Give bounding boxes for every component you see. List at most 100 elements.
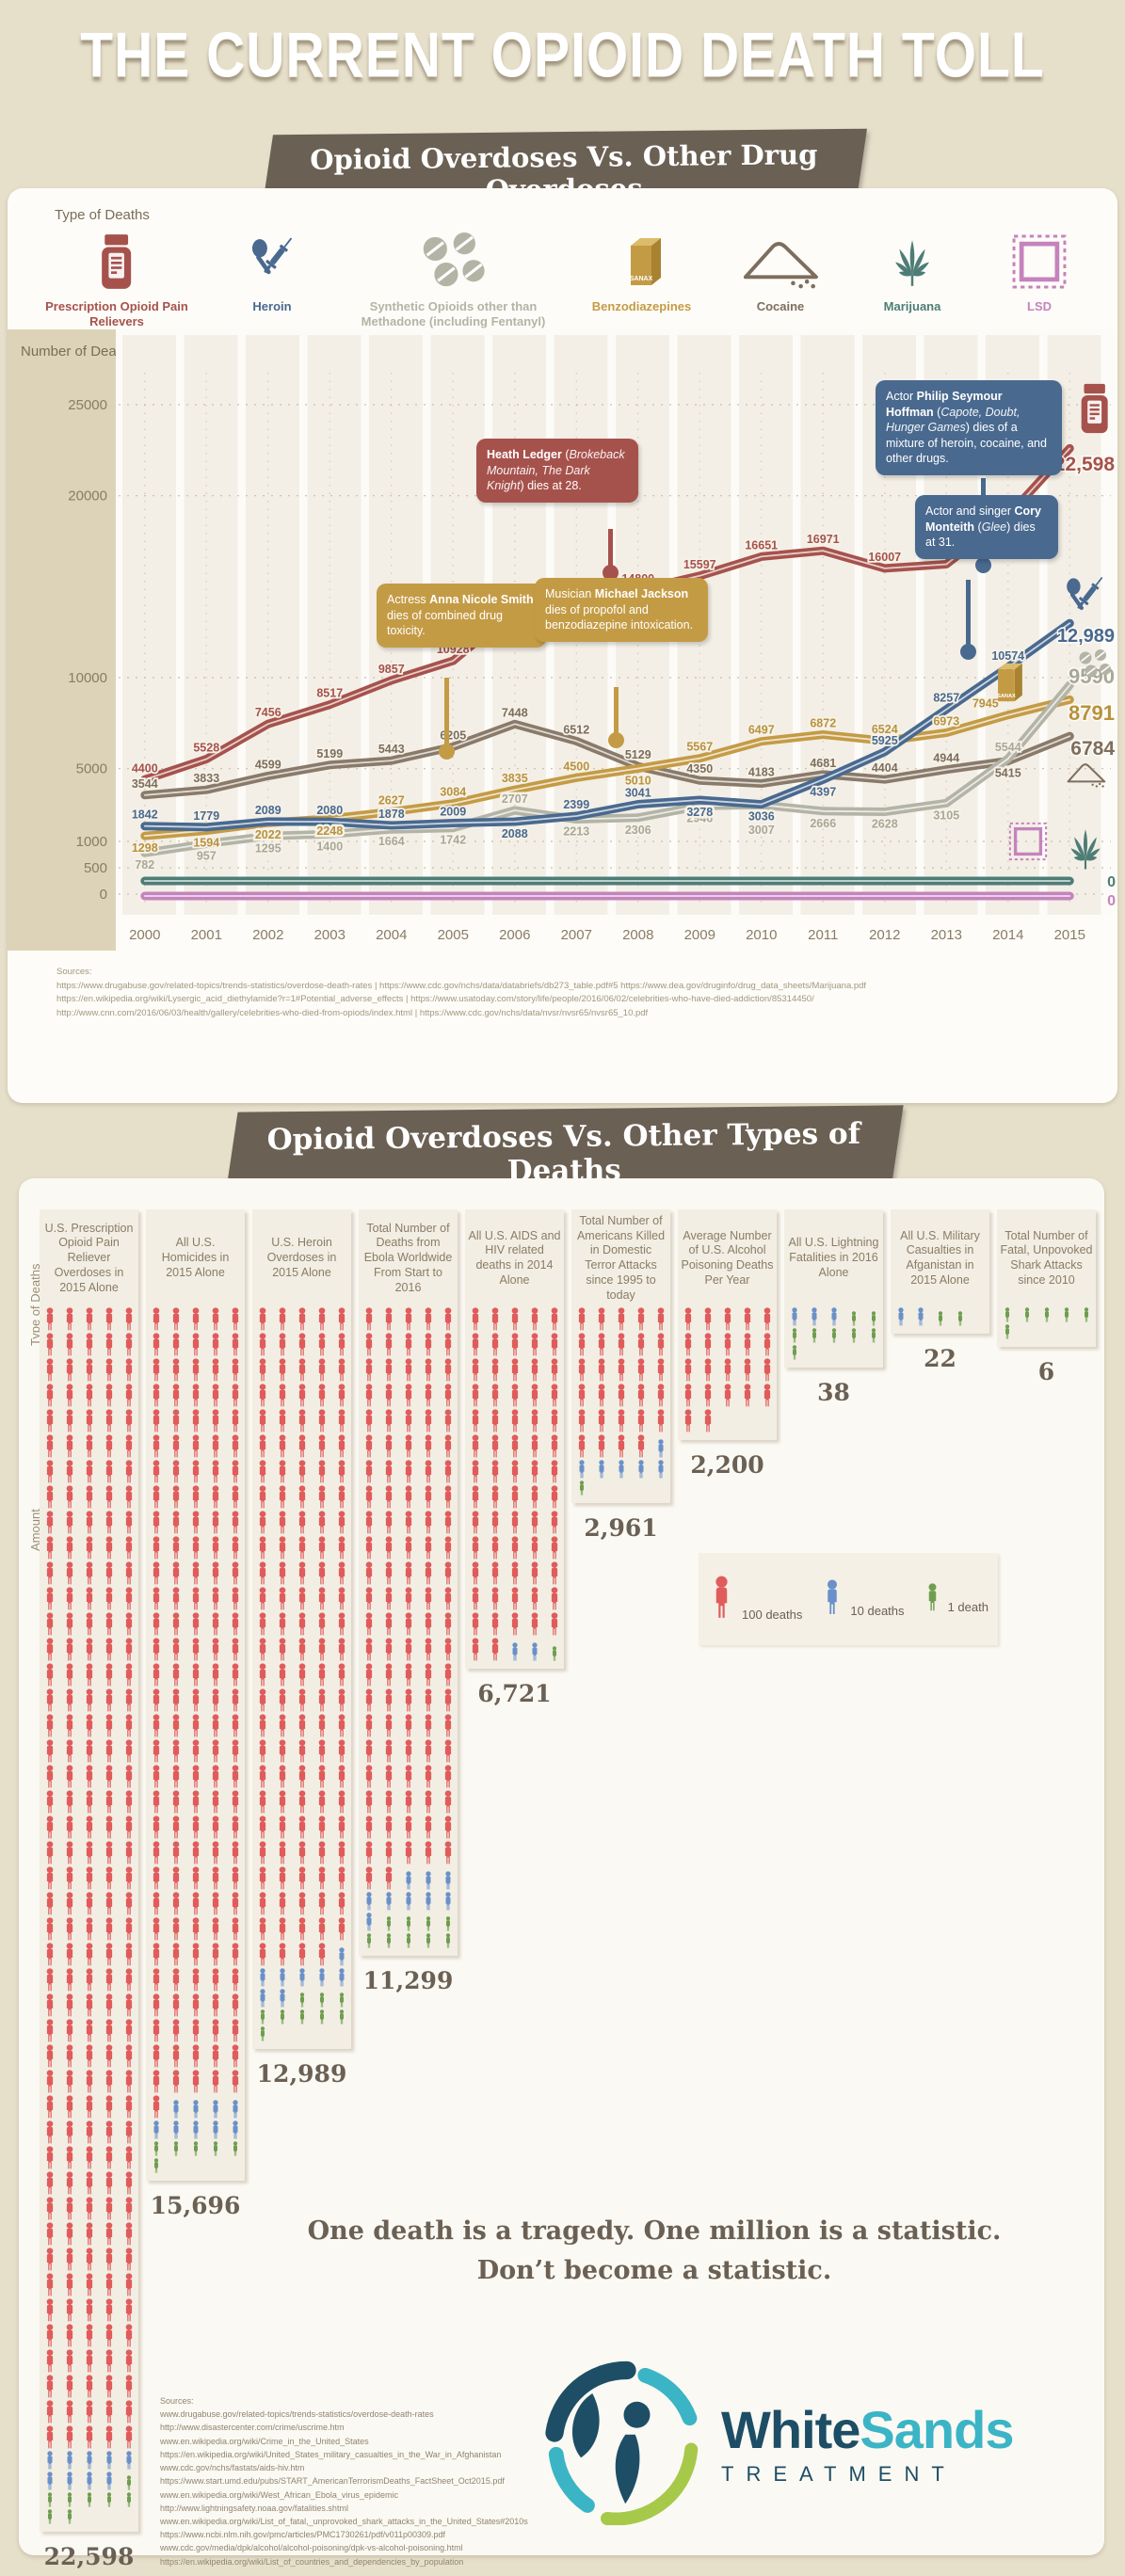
person-icon bbox=[40, 1612, 59, 1636]
person-icon bbox=[79, 1765, 99, 1788]
person-icon bbox=[611, 1460, 631, 1479]
person-icon bbox=[119, 1485, 138, 1509]
person-icon bbox=[99, 1663, 119, 1687]
legend-item-5: Cocaine bbox=[729, 232, 832, 328]
person-icon bbox=[252, 1917, 272, 1941]
person-icon bbox=[378, 1866, 398, 1890]
person-icon bbox=[185, 1460, 205, 1483]
person-icon bbox=[398, 1871, 418, 1890]
svg-text:7456: 7456 bbox=[255, 706, 281, 719]
svg-text:16971: 16971 bbox=[807, 533, 840, 546]
person-icon bbox=[678, 1307, 698, 1331]
svg-text:4944: 4944 bbox=[933, 752, 959, 765]
person-icon bbox=[59, 1968, 79, 1992]
person-icon bbox=[205, 1790, 225, 1814]
person-icon bbox=[79, 1358, 99, 1382]
pictogram-column-8: All U.S. Lightning Fatalities in 2016 Al… bbox=[784, 1209, 883, 1406]
person-icon bbox=[40, 1790, 59, 1814]
person-icon bbox=[359, 1561, 378, 1585]
person-icon bbox=[185, 1434, 205, 1458]
pills-icon bbox=[415, 232, 491, 292]
person-icon bbox=[398, 1892, 418, 1911]
svg-text:2213: 2213 bbox=[563, 825, 589, 839]
person-icon bbox=[99, 2044, 119, 2068]
person-icon bbox=[225, 1333, 245, 1356]
person-icon bbox=[398, 1409, 418, 1432]
person-icon bbox=[465, 1511, 485, 1534]
person-icon bbox=[185, 1714, 205, 1737]
person-icon bbox=[465, 1612, 485, 1636]
legend-item-label: Synthetic Opioids other than Methadone (… bbox=[361, 299, 546, 328]
svg-text:3036: 3036 bbox=[748, 810, 775, 824]
person-icon bbox=[378, 1663, 398, 1687]
svg-text:1742: 1742 bbox=[440, 834, 466, 847]
person-icon bbox=[252, 1663, 272, 1687]
quote-line-2: Don’t become a statistic. bbox=[476, 2255, 832, 2285]
person-icon bbox=[119, 2400, 138, 2424]
person-icon bbox=[359, 1912, 378, 1931]
person-icon bbox=[205, 2044, 225, 2068]
person-icon bbox=[225, 1765, 245, 1788]
person-icon bbox=[40, 1460, 59, 1483]
person-icon bbox=[438, 1871, 458, 1890]
person-icon bbox=[225, 1943, 245, 1966]
person-icon bbox=[418, 1384, 438, 1407]
person-icon bbox=[331, 1384, 351, 1407]
person-icon bbox=[359, 1663, 378, 1687]
person-icon bbox=[99, 1714, 119, 1737]
person-icon bbox=[418, 1358, 438, 1382]
person-icon bbox=[185, 1612, 205, 1636]
person-icon bbox=[544, 1536, 564, 1560]
person-icon bbox=[378, 1816, 398, 1839]
person-icon bbox=[119, 1968, 138, 1992]
person-icon bbox=[59, 2472, 79, 2490]
person-icon bbox=[398, 1358, 418, 1382]
person-icon bbox=[418, 1638, 438, 1661]
person-icon bbox=[59, 1561, 79, 1585]
column-body: Total Number of Deaths from Ebola Worldw… bbox=[359, 1209, 458, 1956]
drug-type-legend: Prescription Opioid Pain Relievers Heroin… bbox=[41, 232, 1086, 328]
person-icon bbox=[59, 2222, 79, 2246]
svg-text:2628: 2628 bbox=[872, 818, 898, 831]
person-icon bbox=[146, 1765, 166, 1788]
column-icons bbox=[146, 1307, 245, 2175]
person-icon bbox=[205, 1460, 225, 1483]
person-icon bbox=[205, 1485, 225, 1509]
person-icon bbox=[737, 1307, 757, 1331]
person-icon bbox=[359, 1765, 378, 1788]
person-icon bbox=[544, 1384, 564, 1407]
person-icon bbox=[40, 1663, 59, 1687]
person-icon bbox=[119, 2044, 138, 2068]
person-icon bbox=[544, 1409, 564, 1432]
person-icon bbox=[544, 1358, 564, 1382]
person-icon bbox=[757, 1307, 777, 1331]
person-icon bbox=[465, 1409, 485, 1432]
person-icon bbox=[331, 1790, 351, 1814]
person-icon bbox=[698, 1384, 717, 1407]
person-icon bbox=[312, 1434, 331, 1458]
svg-text:4404: 4404 bbox=[872, 761, 898, 775]
person-icon bbox=[40, 1816, 59, 1839]
person-icon bbox=[272, 1561, 292, 1585]
column-total: 38 bbox=[817, 1379, 850, 1406]
source-line: www.cdc.gov/media/dpk/alcohol/alcohol-po… bbox=[160, 2543, 463, 2553]
person-icon bbox=[79, 1485, 99, 1509]
person-icon bbox=[252, 1561, 272, 1585]
person-icon bbox=[40, 2400, 59, 2424]
person-icon bbox=[505, 1587, 524, 1610]
person-icon bbox=[185, 1866, 205, 1890]
person-icon bbox=[119, 2375, 138, 2398]
person-icon bbox=[312, 1638, 331, 1661]
svg-text:2000: 2000 bbox=[129, 927, 160, 943]
person-icon bbox=[505, 1511, 524, 1534]
person-icon bbox=[631, 1384, 651, 1407]
svg-text:5415: 5415 bbox=[995, 767, 1021, 780]
person-icon bbox=[79, 1307, 99, 1331]
person-icon bbox=[524, 1561, 544, 1585]
person-icon bbox=[205, 1739, 225, 1763]
person-icon bbox=[651, 1358, 670, 1382]
person-icon bbox=[40, 2070, 59, 2093]
person-icon bbox=[185, 1561, 205, 1585]
person-icon bbox=[252, 1536, 272, 1560]
